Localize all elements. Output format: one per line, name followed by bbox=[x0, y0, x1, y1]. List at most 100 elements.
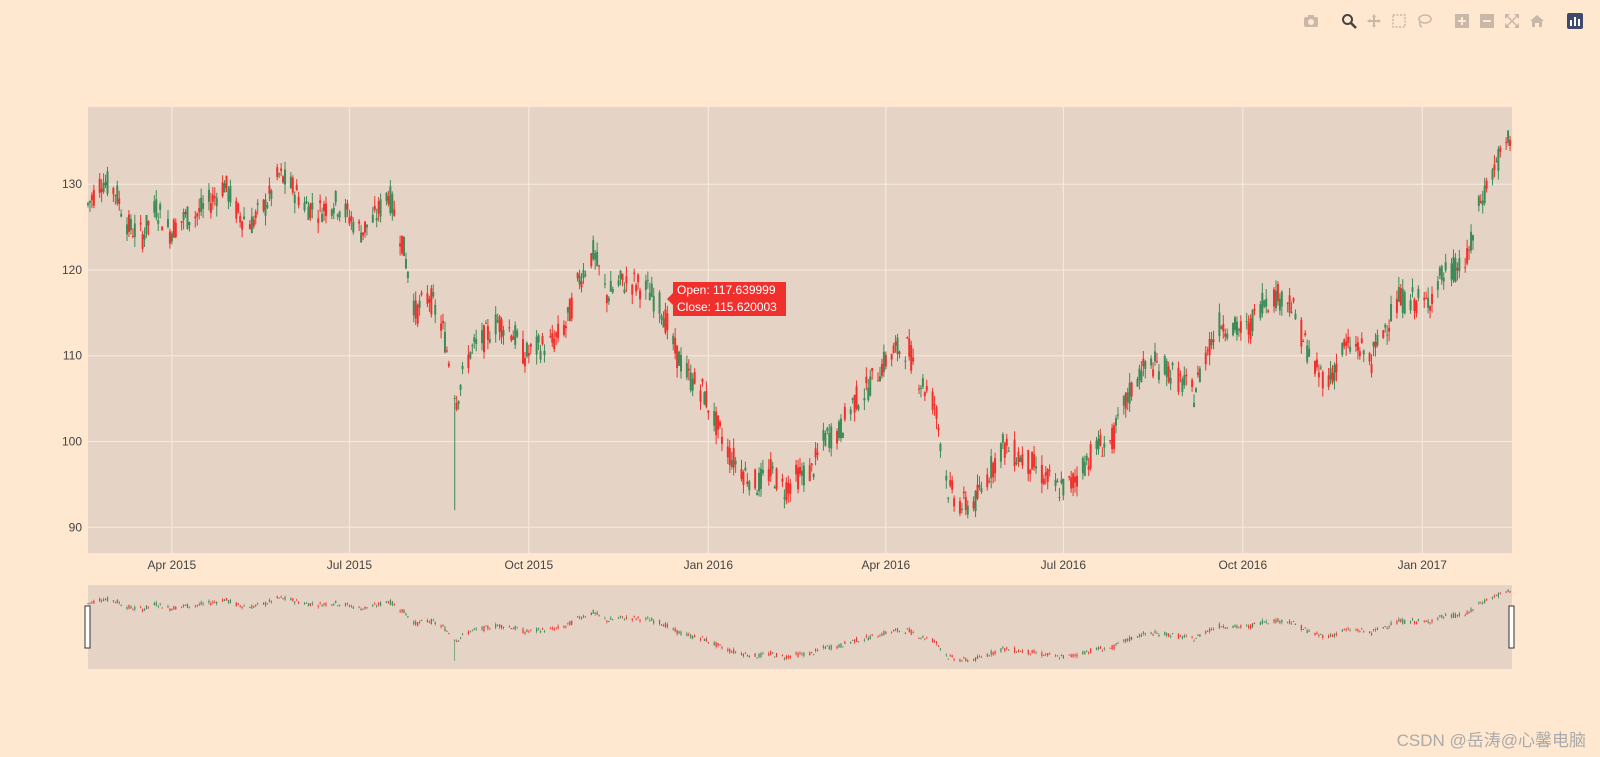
candle-body bbox=[1142, 358, 1145, 367]
candle-body bbox=[126, 607, 128, 609]
candle-body bbox=[387, 196, 390, 205]
candle-body bbox=[781, 655, 784, 657]
candle-body bbox=[1287, 621, 1289, 623]
candle-body bbox=[1495, 160, 1498, 163]
candle-body bbox=[141, 234, 144, 249]
candle-body bbox=[1302, 341, 1305, 343]
candle-body bbox=[1007, 450, 1010, 452]
candle-body bbox=[469, 351, 472, 359]
candle-body bbox=[307, 206, 310, 220]
candle-body bbox=[580, 280, 583, 288]
candle-body bbox=[785, 482, 788, 501]
candle-body bbox=[1015, 651, 1018, 653]
candle-body bbox=[742, 472, 745, 485]
candle-body bbox=[430, 619, 432, 625]
candle-body bbox=[924, 638, 926, 640]
candle-body bbox=[284, 169, 287, 185]
candle-body bbox=[1314, 632, 1316, 636]
candle-body bbox=[1086, 650, 1088, 652]
candle-body bbox=[223, 183, 226, 193]
range-slider-handle-left[interactable] bbox=[84, 605, 91, 649]
candle-body bbox=[188, 606, 191, 608]
candle-body bbox=[799, 466, 801, 474]
x-tick-label: Jan 2016 bbox=[684, 558, 734, 572]
lasso-icon[interactable] bbox=[1413, 10, 1435, 32]
candle-body bbox=[412, 300, 415, 316]
autoscale-icon[interactable] bbox=[1501, 10, 1523, 32]
x-tick-label: Jan 2017 bbox=[1398, 558, 1448, 572]
candle-body bbox=[1427, 620, 1429, 623]
candle-body bbox=[922, 636, 924, 638]
candle-body bbox=[372, 605, 374, 607]
candle-body bbox=[508, 327, 511, 329]
range-slider[interactable] bbox=[88, 585, 1512, 669]
candle-body bbox=[1181, 636, 1183, 639]
candle-body bbox=[1292, 621, 1295, 623]
candle-body bbox=[1265, 621, 1267, 623]
candle-body bbox=[103, 599, 105, 601]
candle-body bbox=[378, 602, 380, 606]
zoom-in-icon[interactable] bbox=[1451, 10, 1473, 32]
candle-body bbox=[582, 615, 585, 618]
candle-body bbox=[958, 501, 961, 514]
candle-body bbox=[145, 605, 148, 609]
candle-body bbox=[772, 652, 774, 654]
candle-body bbox=[1279, 621, 1281, 624]
candle-body bbox=[939, 648, 942, 650]
candle-body bbox=[992, 652, 994, 655]
candle-body bbox=[528, 631, 530, 633]
candle-body bbox=[651, 618, 653, 621]
candle-body bbox=[740, 653, 743, 656]
plotly-logo-icon[interactable] bbox=[1564, 10, 1586, 32]
candle-body bbox=[139, 222, 142, 225]
candle-body bbox=[289, 176, 292, 189]
candle-body bbox=[731, 651, 733, 653]
candle-body bbox=[828, 646, 830, 650]
candle-body bbox=[200, 602, 202, 605]
zoom-icon[interactable] bbox=[1338, 10, 1360, 32]
candle-body bbox=[945, 475, 948, 481]
candle-body bbox=[1409, 300, 1412, 311]
candle-body bbox=[904, 632, 906, 634]
candle-body bbox=[418, 300, 421, 308]
candle-body bbox=[268, 185, 271, 194]
candle-body bbox=[802, 465, 805, 486]
candle-body bbox=[401, 235, 404, 254]
candle-body bbox=[1142, 632, 1144, 634]
candle-body bbox=[994, 458, 997, 474]
pan-icon[interactable] bbox=[1363, 10, 1385, 32]
zoom-out-icon[interactable] bbox=[1476, 10, 1498, 32]
candle-body bbox=[1399, 288, 1402, 306]
candle-body bbox=[1390, 622, 1392, 626]
candle-body bbox=[1081, 457, 1084, 474]
home-icon[interactable] bbox=[1526, 10, 1548, 32]
candle-body bbox=[1341, 342, 1344, 355]
candle-body bbox=[972, 501, 975, 509]
candle-body bbox=[319, 200, 322, 204]
candle-body bbox=[621, 273, 624, 281]
candle-body bbox=[625, 616, 627, 619]
candle-body bbox=[166, 218, 169, 227]
candle-body bbox=[174, 222, 177, 238]
candle-body bbox=[1267, 310, 1270, 312]
camera-icon[interactable] bbox=[1300, 10, 1322, 32]
candle-body bbox=[707, 642, 709, 644]
candle-body bbox=[699, 638, 702, 641]
candle-body bbox=[334, 191, 337, 203]
candle-body bbox=[919, 387, 922, 389]
box-select-icon[interactable] bbox=[1388, 10, 1410, 32]
range-slider-handle-right[interactable] bbox=[1508, 605, 1515, 649]
candle-body bbox=[816, 650, 819, 652]
candle-body bbox=[114, 601, 116, 603]
candle-body bbox=[1466, 248, 1469, 264]
candle-body bbox=[1354, 343, 1357, 347]
plot-area[interactable] bbox=[88, 107, 1512, 553]
candle-body bbox=[951, 655, 953, 658]
candle-body bbox=[417, 622, 419, 626]
candle-body bbox=[726, 446, 729, 458]
candle-body bbox=[333, 604, 335, 606]
candle-body bbox=[346, 603, 349, 605]
candle-body bbox=[498, 624, 501, 628]
candle-body bbox=[350, 215, 353, 221]
candle-body bbox=[1483, 185, 1486, 203]
